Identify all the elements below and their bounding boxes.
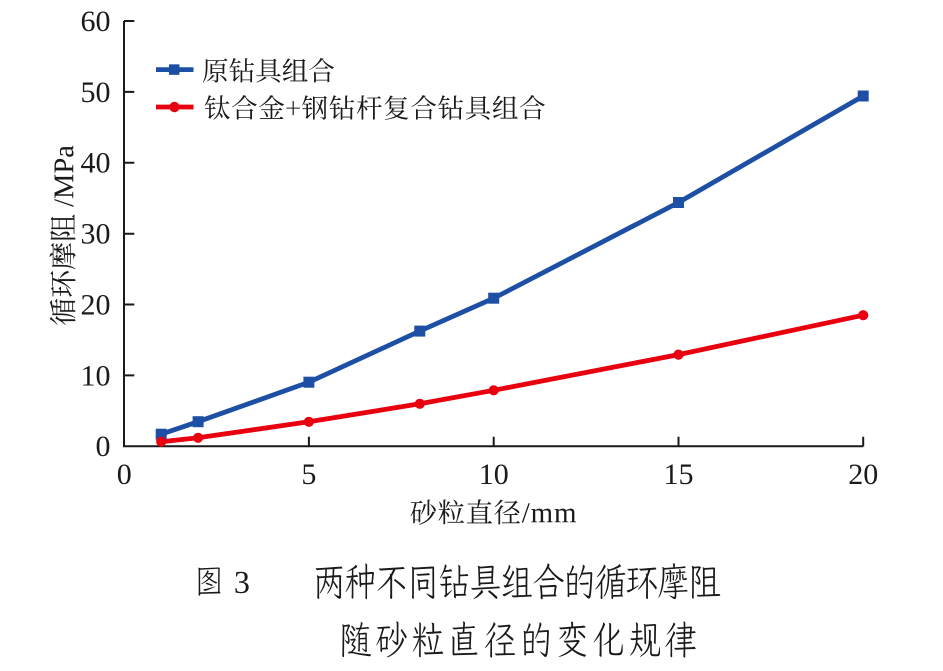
svg-text:50: 50	[81, 76, 111, 109]
svg-text:10: 10	[81, 359, 111, 392]
svg-text:15: 15	[664, 458, 694, 491]
svg-text:0: 0	[117, 458, 132, 491]
svg-text:10: 10	[479, 458, 509, 491]
svg-text:30: 30	[81, 218, 111, 251]
svg-text:60: 60	[81, 5, 111, 38]
svg-text:5: 5	[301, 458, 316, 491]
svg-text:40: 40	[81, 147, 111, 180]
svg-text:0: 0	[96, 430, 111, 463]
svg-text:20: 20	[848, 458, 878, 491]
svg-text:20: 20	[81, 288, 111, 321]
